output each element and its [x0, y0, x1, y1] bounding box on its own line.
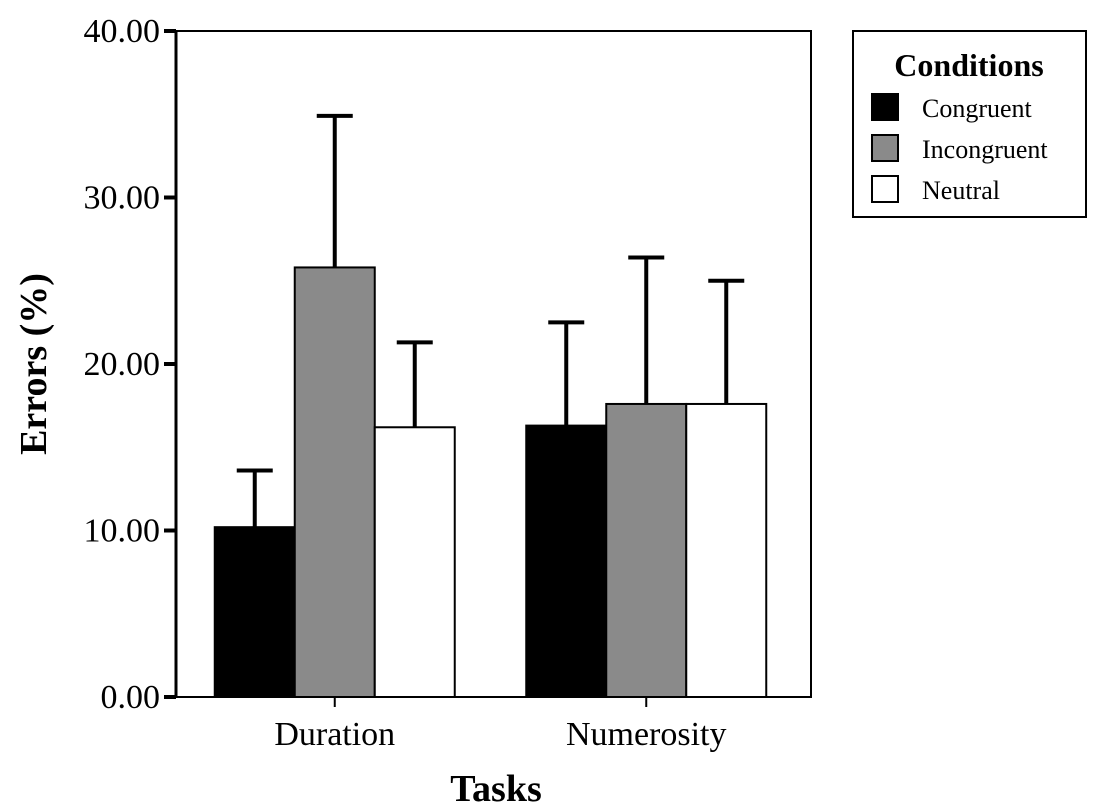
legend-label-incongruent: Incongruent	[922, 135, 1048, 164]
error-bars	[236, 113, 745, 528]
x-tick-label-numerosity: Numerosity	[566, 716, 727, 753]
bars	[213, 266, 768, 698]
bar-congruent-duration	[213, 526, 296, 698]
legend-title: Conditions	[894, 47, 1043, 83]
x-axis-title: Tasks	[450, 768, 542, 809]
legend-swatch-incongruent	[871, 134, 899, 162]
legend-swatch-neutral	[871, 175, 899, 203]
y-tick-label: 40.00	[84, 13, 161, 50]
y-axis-title: Errors (%)	[13, 273, 55, 455]
y-tick-label: 20.00	[84, 346, 161, 383]
legend-label-congruent: Congruent	[922, 94, 1033, 123]
y-axis-ticks: 0.00 10.00 20.00 30.00 40.00	[84, 13, 176, 716]
y-tick-label: 30.00	[84, 180, 161, 217]
bar-neutral-numerosity	[685, 402, 768, 698]
bar-incongruent-duration	[293, 266, 376, 698]
legend: Conditions Congruent Incongruent Neutral	[852, 30, 1087, 218]
y-tick-label: 10.00	[84, 513, 161, 550]
legend-label-neutral: Neutral	[922, 176, 1000, 205]
x-axis-ticks: Duration Numerosity	[274, 697, 727, 753]
y-tick-label: 0.00	[101, 679, 161, 716]
bar-neutral-duration	[373, 426, 456, 698]
x-tick-label-duration: Duration	[274, 716, 395, 753]
legend-swatch-congruent	[871, 93, 899, 121]
bar-incongruent-numerosity	[605, 402, 688, 698]
bar-congruent-numerosity	[525, 424, 608, 698]
legend-items: Congruent Incongruent Neutral	[871, 93, 1048, 205]
